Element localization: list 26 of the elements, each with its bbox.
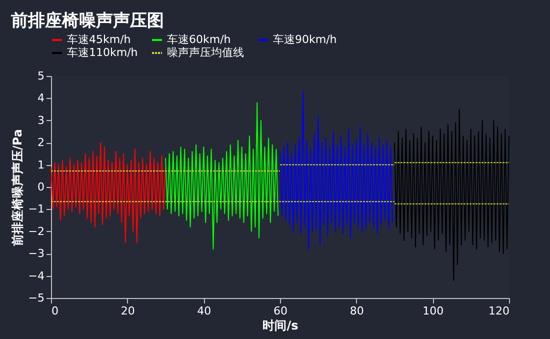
legend-label: 车速110km/h [67,46,138,59]
y-tick-label: −5 [28,292,44,304]
legend-label: 车速90km/h [273,33,337,46]
x-tick-label: 0 [52,304,58,318]
legend-label: 车速45km/h [67,33,131,46]
y-tick-label: 4 [38,92,44,105]
y-tick-label: 3 [38,114,44,127]
y-tick-label: −4 [28,269,44,282]
x-tick-label: 120 [488,304,510,318]
chart-title: 前排座椅噪声声压图 [10,11,164,31]
y-tick-label: 0 [38,180,44,194]
x-tick-label: 100 [422,304,444,318]
x-tick-label: 60 [274,304,288,318]
y-tick-label: −3 [28,247,44,260]
y-tick-label: 1 [38,158,44,172]
y-axis-title: 前排座椅噪声声压/Pa [10,129,24,247]
legend-label: 噪声声压均值线 [167,46,244,59]
y-tick-label: 2 [38,136,44,150]
x-tick-label: 20 [120,304,135,318]
legend-label: 车速60km/h [167,33,231,46]
x-tick-label: 40 [197,304,212,318]
y-tick-label: −2 [28,224,44,238]
y-tick-label: 5 [38,70,44,82]
y-tick-label: −1 [28,202,44,216]
x-tick-label: 80 [350,304,364,318]
x-axis-title: 时间/s [262,318,298,332]
